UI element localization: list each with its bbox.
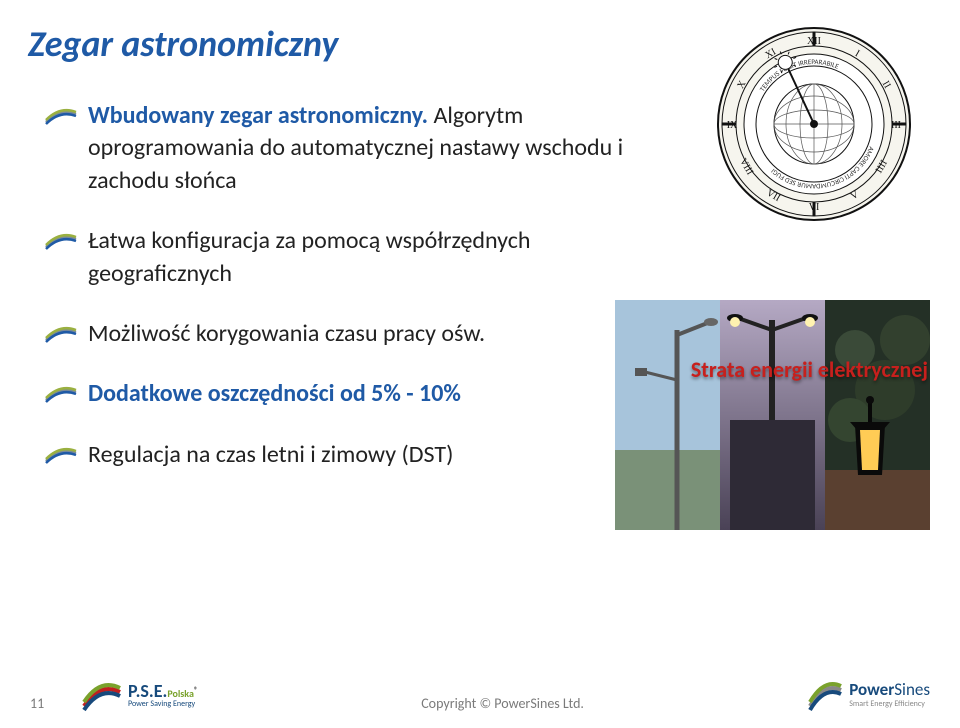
slide: Zegar astronomiczny XII I II III IIII V	[0, 0, 960, 728]
astronomical-clock-image: XII I II III IIII V VI VII VIII IX X XI …	[714, 24, 914, 224]
bullet-item: Dodatkowe oszczędności od 5% - 10%	[44, 378, 644, 410]
photo-streetlight-dusk	[720, 300, 825, 530]
bullet-list: Wbudowany zegar astronomiczny. Algorytm …	[44, 100, 644, 499]
bullet-swoosh-icon	[44, 106, 78, 126]
logo-right-text: PowerSines Smart Energy Efficiency	[849, 681, 930, 708]
bullet-swoosh-icon	[44, 231, 78, 251]
bullet-item: Możliwość korygowania czasu pracy ośw.	[44, 318, 644, 350]
page-title: Zegar astronomiczny	[28, 22, 338, 66]
bullet-swoosh-icon	[44, 445, 78, 465]
bullet-swoosh-icon	[44, 384, 78, 404]
logo-left-text: P.S.E.Polska® Power Saving Energy	[128, 682, 198, 708]
copyright-text: Copyright © PowerSines Ltd.	[198, 695, 807, 712]
svg-text:XII: XII	[807, 36, 821, 47]
page-number: 11	[30, 695, 70, 712]
bullet-text: Regulacja na czas letni i zimowy (DST)	[88, 440, 453, 469]
svg-text:VI: VI	[809, 202, 820, 213]
logo-pse-polska: P.S.E.Polska® Power Saving Energy	[80, 678, 198, 712]
bullet-item: Wbudowany zegar astronomiczny. Algorytm …	[44, 100, 644, 197]
bullet-item: Regulacja na czas letni i zimowy (DST)	[44, 439, 644, 471]
footer: 11 P.S.E.Polska® Power Saving Energy Cop…	[0, 678, 960, 712]
bullet-text: Łatwa konfiguracja za pomocą współrzędny…	[88, 226, 531, 287]
photo-strip	[615, 300, 930, 530]
bullet-text: Możliwość korygowania czasu pracy ośw.	[88, 319, 485, 348]
photo-lantern-night	[825, 300, 930, 530]
bullet-text: Wbudowany zegar astronomiczny. Algorytm …	[88, 101, 623, 195]
bullet-swoosh-icon	[44, 324, 78, 344]
bullet-item: Łatwa konfiguracja za pomocą współrzędny…	[44, 225, 644, 290]
logo-powersines: PowerSines Smart Energy Efficiency	[807, 678, 930, 712]
bullet-text: Dodatkowe oszczędności od 5% - 10%	[88, 379, 461, 408]
svg-text:III: III	[891, 120, 901, 131]
svg-text:IX: IX	[727, 120, 738, 131]
photo-streetlight-day	[615, 300, 720, 530]
energy-loss-overlay-label: Strata energii elektrycznej	[608, 356, 928, 383]
